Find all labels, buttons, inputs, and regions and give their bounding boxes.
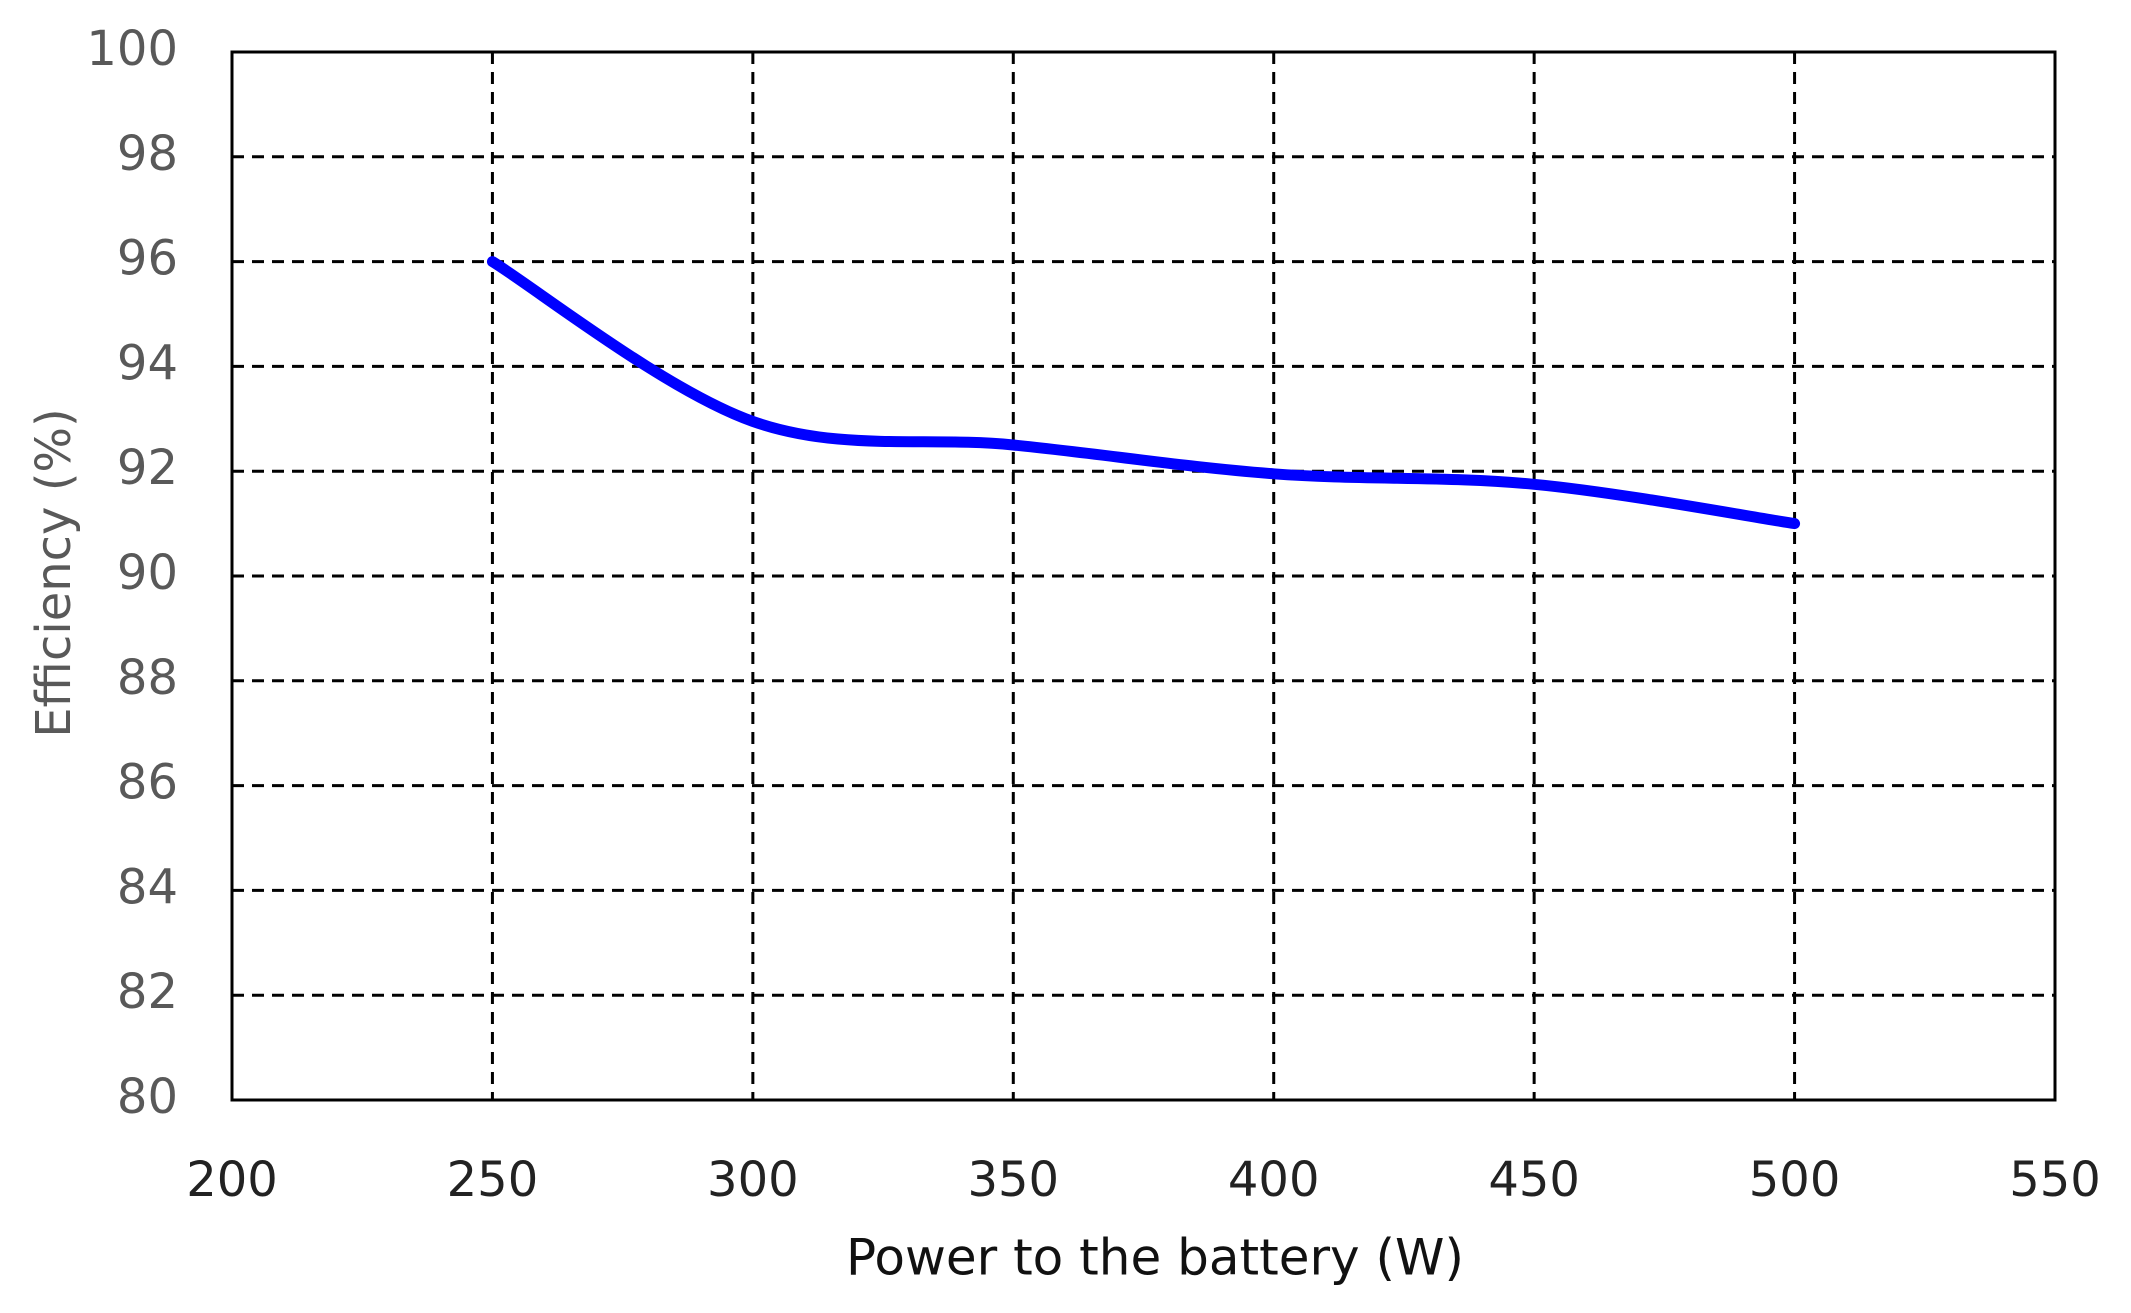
y-tick-label: 80	[117, 1069, 178, 1125]
y-tick-label: 88	[117, 650, 178, 706]
x-tick-label: 450	[1488, 1152, 1580, 1208]
y-tick-label: 90	[117, 545, 178, 601]
plot-frame	[230, 50, 2057, 1102]
x-axis-title: Power to the battery (W)	[846, 1229, 1464, 1287]
x-tick-label: 400	[1228, 1152, 1320, 1208]
x-tick-label: 300	[707, 1152, 799, 1208]
y-tick-label: 82	[117, 964, 178, 1020]
y-tick-label: 86	[117, 755, 178, 811]
x-tick-label: 200	[186, 1152, 278, 1208]
y-axis-title: Efficiency (%)	[26, 408, 82, 738]
data-line	[486, 256, 1801, 530]
y-tick-label: 100	[86, 21, 178, 77]
x-tick-label: 500	[1749, 1152, 1841, 1208]
y-tick-label: 92	[117, 440, 178, 496]
x-tick-label: 550	[2009, 1152, 2101, 1208]
y-tick-label: 96	[117, 231, 178, 287]
y-tick-label: 94	[117, 335, 178, 391]
y-tick-label: 84	[117, 859, 178, 915]
y-tick-label: 98	[117, 126, 178, 182]
x-tick-label: 350	[967, 1152, 1059, 1208]
x-tick-label: 250	[447, 1152, 539, 1208]
